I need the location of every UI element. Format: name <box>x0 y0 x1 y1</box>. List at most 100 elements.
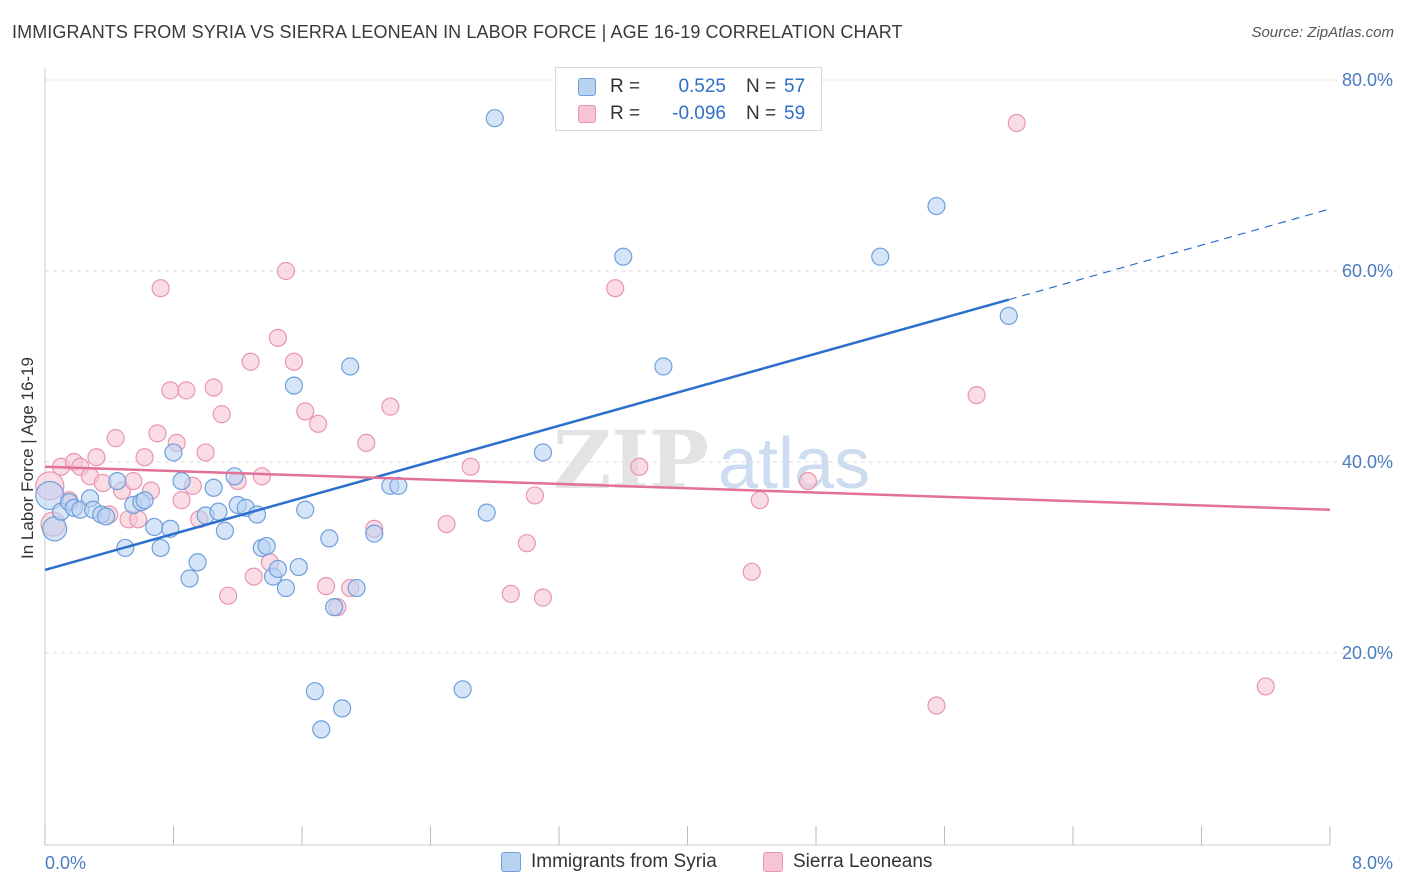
syria-point <box>145 517 164 537</box>
sierra-point <box>750 491 769 510</box>
sierra-leoneans-points <box>35 113 1275 715</box>
syria-swatch <box>578 78 596 96</box>
sierra-point <box>87 448 106 467</box>
x-tick-label-min: 0.0% <box>45 853 86 873</box>
n-value: 57 <box>784 76 806 97</box>
sierra-point <box>124 472 143 491</box>
sierra-point <box>252 467 271 486</box>
sierra-point <box>357 433 376 452</box>
syria-point <box>305 682 324 701</box>
syria-point <box>614 247 633 266</box>
syria-point <box>485 109 504 128</box>
sierra-point <box>1256 677 1275 696</box>
syria-legend-swatch <box>501 852 521 872</box>
r-value: 0.525 <box>678 76 726 97</box>
syria-point <box>312 720 331 739</box>
syria-point <box>477 503 496 522</box>
source-label: Source: ZipAtlas.com <box>1251 24 1394 41</box>
syria-point <box>533 443 553 462</box>
syria-point <box>268 559 288 579</box>
syria-point <box>108 472 127 491</box>
syria-point <box>289 557 308 577</box>
sierra-point <box>268 328 288 347</box>
sierra-point <box>517 534 536 553</box>
syria-point <box>365 524 384 543</box>
legend-label-syria: Immigrants from Syria <box>531 851 717 872</box>
legend-label-sierra: Sierra Leoneans <box>793 851 933 872</box>
sierra-point <box>927 696 946 715</box>
sierra-point <box>244 567 263 586</box>
r-value: -0.096 <box>672 103 726 124</box>
syria-point <box>215 521 234 540</box>
sierra-point <box>308 414 328 433</box>
syria-point <box>180 569 199 588</box>
sierra-point <box>284 352 304 371</box>
syria-point <box>296 500 315 519</box>
y-tick-label: 80.0% <box>1342 70 1393 90</box>
sierra-point <box>967 386 986 405</box>
syria-point <box>257 536 276 556</box>
sierra-point <box>1007 113 1026 133</box>
sierra-point <box>381 397 400 416</box>
syria-point <box>347 578 366 598</box>
syria-point <box>999 306 1018 325</box>
r-label: R = <box>610 76 641 97</box>
syria-point <box>188 553 207 572</box>
syria-point <box>284 376 304 395</box>
syria-points <box>35 109 1018 739</box>
sierra-point <box>196 443 215 462</box>
sierra-point <box>533 588 553 607</box>
syria-point <box>209 502 228 521</box>
sierra-point <box>241 352 260 371</box>
sierra-point <box>630 457 649 476</box>
n-value: 59 <box>784 103 806 124</box>
series-legend: Immigrants from Syria Sierra Leoneans <box>0 851 1406 877</box>
sierra-point <box>148 424 167 443</box>
syria-point <box>276 578 296 598</box>
stats-row-sierra: R = -0.096 N = 59 <box>578 101 805 127</box>
syria-point <box>320 529 339 548</box>
legend-item-sierra[interactable]: Sierra Leoneans <box>763 851 932 873</box>
y-tick-label: 20.0% <box>1342 643 1393 663</box>
sierra-point <box>204 378 223 397</box>
sierra-trend-line <box>44 465 1331 511</box>
sierra-point <box>219 586 238 605</box>
sierra-point <box>135 448 154 467</box>
sierra-point <box>106 429 125 448</box>
sierra-point <box>172 491 191 510</box>
syria-point <box>135 491 154 510</box>
sierra-legend-swatch <box>763 852 783 872</box>
stats-legend: R = 0.525 N = 57 R = -0.096 N = 59 <box>555 67 822 131</box>
stats-row-syria: R = 0.525 N = 57 <box>578 74 805 100</box>
sierra-point <box>798 472 818 491</box>
watermark-zip: ZIP <box>553 413 709 507</box>
sierra-point <box>276 261 296 281</box>
y-axis-title: In Labor Force | Age 16-19 <box>18 357 37 559</box>
sierra-point <box>437 514 456 534</box>
sierra-point <box>316 577 336 596</box>
axes <box>44 68 1331 846</box>
syria-point <box>151 538 170 558</box>
syria-point <box>164 443 183 462</box>
n-label: N = <box>746 103 777 124</box>
syria-point <box>927 196 946 216</box>
syria-point <box>341 357 360 376</box>
sierra-point <box>151 279 170 298</box>
tick-labels: 20.0% 40.0% 60.0% 80.0% 0.0% 8.0% <box>45 70 1393 873</box>
legend-item-syria[interactable]: Immigrants from Syria <box>501 851 717 873</box>
syria-point <box>325 598 344 617</box>
grid-lines <box>45 79 1392 654</box>
syria-point <box>871 247 890 266</box>
y-tick-label: 40.0% <box>1342 452 1393 472</box>
sierra-point <box>606 279 625 298</box>
sierra-point <box>525 486 545 505</box>
syria-point <box>453 680 472 699</box>
syria-point <box>172 472 191 491</box>
syria-trend-line <box>44 298 1010 572</box>
sierra-point <box>212 405 231 424</box>
sierra-point <box>501 584 520 603</box>
x-tick-label-max: 8.0% <box>1352 853 1393 873</box>
sierra-point <box>461 457 480 476</box>
y-tick-label: 60.0% <box>1342 261 1393 281</box>
syria-trend-extension <box>1008 208 1331 301</box>
